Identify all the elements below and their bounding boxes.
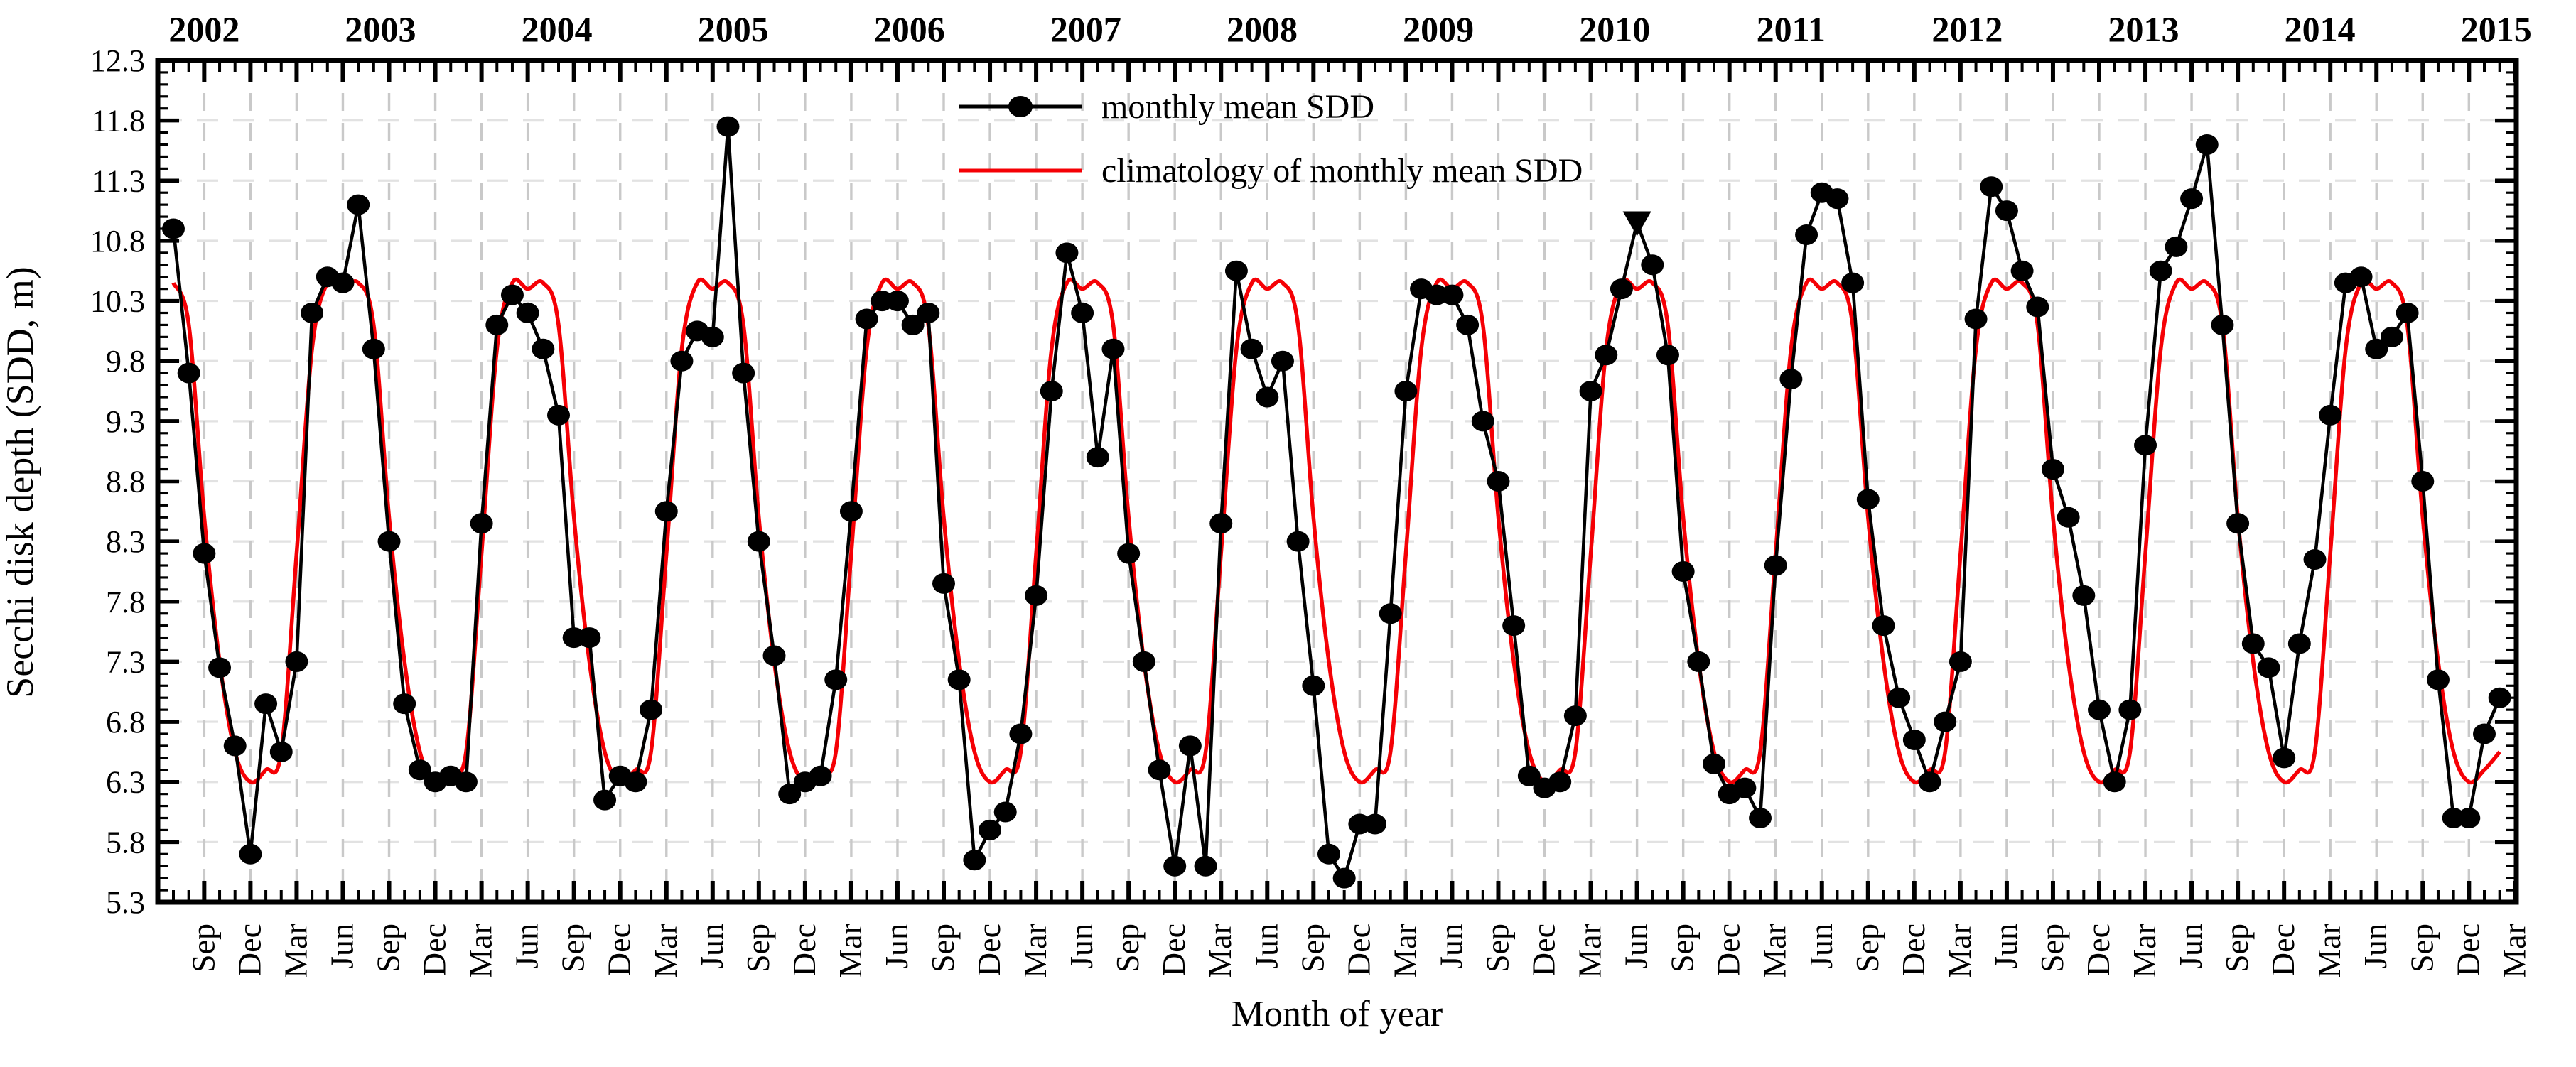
svg-text:Sep: Sep [1664,924,1701,973]
svg-text:Mar: Mar [1941,924,1978,978]
svg-text:Mar: Mar [1757,924,1793,978]
svg-text:Mar: Mar [2496,924,2532,978]
svg-text:5.8: 5.8 [106,825,145,860]
svg-text:Sep: Sep [555,924,591,973]
svg-text:Mar: Mar [832,924,868,978]
svg-text:Jun: Jun [2172,924,2209,969]
svg-text:2006: 2006 [874,9,945,49]
svg-text:Sep: Sep [1109,924,1146,973]
svg-text:Jun: Jun [509,924,545,969]
svg-text:Sep: Sep [2219,924,2255,973]
svg-text:Mar: Mar [1202,924,1238,978]
y-axis-title: Secchi disk depth (SDD, m) [0,266,41,698]
svg-text:8.3: 8.3 [106,524,145,559]
legend: monthly mean SDD climatology of monthly m… [959,88,1583,190]
svg-text:2012: 2012 [1931,9,2003,49]
svg-text:Dec: Dec [416,924,453,976]
svg-text:Dec: Dec [971,924,1007,976]
svg-text:Dec: Dec [231,924,267,976]
legend-label-climatology: climatology of monthly mean SDD [1101,152,1583,190]
svg-text:Dec: Dec [786,924,822,976]
svg-text:Jun: Jun [323,924,360,969]
svg-text:Jun: Jun [2357,924,2393,969]
svg-text:Jun: Jun [694,924,730,969]
x-axis-title: Month of year [1231,994,1443,1034]
svg-text:Mar: Mar [647,924,684,978]
month-tick-labels: Sep Dec Mar Jun Sep Dec Mar Jun Sep Dec Mar Jun Sep D… [185,924,2532,978]
svg-text:Dec: Dec [2265,924,2301,976]
svg-text:2003: 2003 [345,9,416,49]
svg-text:2013: 2013 [2108,9,2179,49]
svg-text:Jun: Jun [1248,924,1284,969]
svg-text:Sep: Sep [925,924,961,973]
climatology-line [171,277,2501,785]
svg-text:Mar: Mar [463,924,499,978]
svg-text:Sep: Sep [370,924,406,973]
svg-text:6.3: 6.3 [106,765,145,800]
svg-text:Jun: Jun [1618,924,1654,969]
svg-text:Sep: Sep [2403,924,2440,973]
svg-text:Sep: Sep [185,924,221,973]
svg-text:Dec: Dec [601,924,637,976]
legend-label-monthly: monthly mean SDD [1101,88,1374,126]
svg-text:10.3: 10.3 [90,284,145,319]
y-axis-ticks: 5.3 5.8 6.3 6.8 7.3 7.8 8.3 8.8 9.3 9.8 10.3 10.8 11… [90,43,2516,920]
svg-text:Dec: Dec [1895,924,1931,976]
svg-text:Dec: Dec [1526,924,1562,976]
svg-text:5.3: 5.3 [106,885,145,920]
svg-text:Mar: Mar [1017,924,1053,978]
svg-text:9.8: 9.8 [106,344,145,379]
svg-text:Sep: Sep [1294,924,1330,973]
svg-text:6.8: 6.8 [106,705,145,740]
legend-dot-marker [1008,96,1033,117]
svg-text:2009: 2009 [1403,9,1474,49]
svg-text:Dec: Dec [1340,924,1376,976]
svg-text:7.8: 7.8 [106,585,145,619]
svg-text:Mar: Mar [2126,924,2162,978]
svg-text:10.8: 10.8 [90,224,145,259]
svg-text:8.8: 8.8 [106,465,145,499]
svg-text:9.3: 9.3 [106,404,145,439]
monthly-mean-markers [162,116,2511,889]
svg-text:2002: 2002 [168,9,239,49]
svg-text:2005: 2005 [698,9,769,49]
svg-text:Sep: Sep [740,924,776,973]
svg-text:Mar: Mar [1386,924,1423,978]
svg-text:Mar: Mar [1572,924,1608,978]
svg-text:2007: 2007 [1050,9,1121,49]
triangle-down-marker [1622,211,1651,237]
svg-text:7.3: 7.3 [106,644,145,679]
monthly-mean-line [171,126,2501,882]
svg-text:Mar: Mar [2311,924,2347,978]
horizontal-gridlines [161,119,2513,843]
svg-text:Sep: Sep [1479,924,1515,973]
svg-text:2008: 2008 [1227,9,1298,49]
svg-text:Dec: Dec [2450,924,2486,976]
svg-text:11.3: 11.3 [92,163,145,198]
svg-text:Jun: Jun [1988,924,2024,969]
svg-text:11.8: 11.8 [92,104,145,139]
svg-text:Sep: Sep [2034,924,2070,973]
svg-text:Sep: Sep [1849,924,1885,973]
year-labels: 2002 2003 2004 2005 2006 2007 2008 2009 2010 2011… [168,9,2531,49]
svg-text:Dec: Dec [2080,924,2116,976]
svg-text:2011: 2011 [1757,9,1826,49]
svg-text:2015: 2015 [2461,9,2532,49]
svg-text:Jun: Jun [878,924,915,969]
svg-text:2014: 2014 [2285,9,2356,49]
svg-text:Dec: Dec [1155,924,1192,976]
x-axis-ticks [172,60,2518,902]
svg-text:Jun: Jun [1803,924,1839,969]
vertical-gridlines [203,63,2517,899]
svg-text:Jun: Jun [1063,924,1099,969]
svg-text:Jun: Jun [1433,924,1469,969]
svg-text:2004: 2004 [522,9,593,49]
svg-text:Mar: Mar [277,924,313,978]
svg-text:2010: 2010 [1579,9,1650,49]
svg-text:Dec: Dec [1710,924,1747,976]
svg-text:12.3: 12.3 [90,43,145,78]
